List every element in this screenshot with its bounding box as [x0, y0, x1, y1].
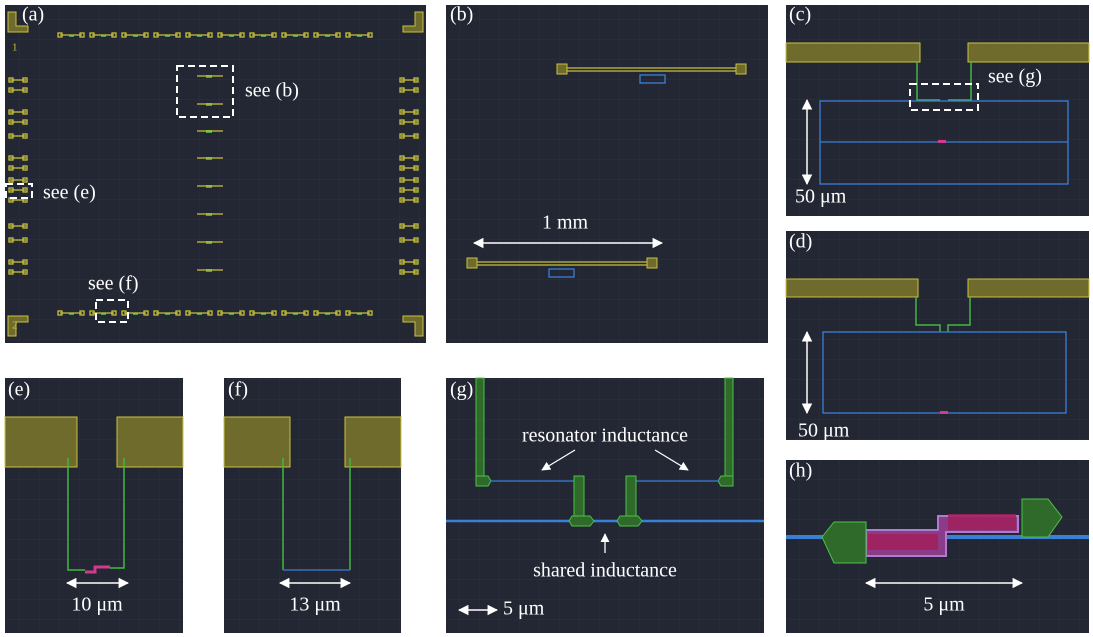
- ground-pad: [968, 43, 1089, 62]
- panel-label: (c): [789, 4, 811, 26]
- lead: [725, 378, 733, 478]
- panel-label: (a): [22, 4, 44, 26]
- annotation: shared inductance: [533, 560, 677, 582]
- scale-label: 10 μm: [71, 594, 123, 616]
- pad: [467, 258, 477, 268]
- annotation: see (e): [43, 182, 96, 204]
- pad: [736, 64, 746, 74]
- annotation: see (g): [988, 66, 1042, 88]
- junction: [938, 140, 946, 143]
- panel-g-bg: [446, 378, 764, 633]
- ground-pad: [224, 417, 290, 467]
- contact: [476, 476, 491, 486]
- panel-b-bg: [446, 5, 768, 343]
- scale-label: 5 μm: [503, 598, 545, 620]
- scale-label: 13 μm: [289, 594, 341, 616]
- corner-number: 2: [12, 320, 18, 332]
- pad: [557, 64, 567, 74]
- scale-label: 5 μm: [923, 594, 965, 616]
- ground-pad: [968, 279, 1089, 297]
- panel-label: (f): [228, 379, 248, 401]
- ground-pad: [786, 279, 918, 297]
- corner-number: 1: [12, 42, 18, 54]
- ground-pad: [5, 417, 77, 467]
- junction: [940, 411, 948, 414]
- panel-label: (h): [789, 460, 812, 482]
- figure: 1 2 see (b) see (e) see (f) 1 mm see (g)…: [0, 0, 1093, 637]
- panel-a-bg: [5, 5, 426, 343]
- annotation: resonator inductance: [522, 425, 688, 447]
- annotation: see (f): [88, 273, 139, 295]
- pad: [647, 258, 657, 268]
- scale-label: 50 μm: [795, 186, 847, 208]
- ground-pad: [786, 43, 920, 62]
- panel-label: (e): [8, 379, 30, 401]
- scale-label: 50 μm: [798, 420, 850, 442]
- panel-label: (b): [450, 4, 473, 26]
- scale-label: 1 mm: [542, 212, 589, 234]
- annotation: see (b): [245, 80, 299, 102]
- panel-label: (g): [450, 379, 473, 401]
- contact: [718, 476, 733, 486]
- lead: [476, 378, 484, 478]
- ground-pad: [345, 417, 401, 467]
- panel-d-bg: [786, 231, 1089, 440]
- ground-pad: [117, 417, 183, 467]
- panel-label: (d): [789, 231, 812, 253]
